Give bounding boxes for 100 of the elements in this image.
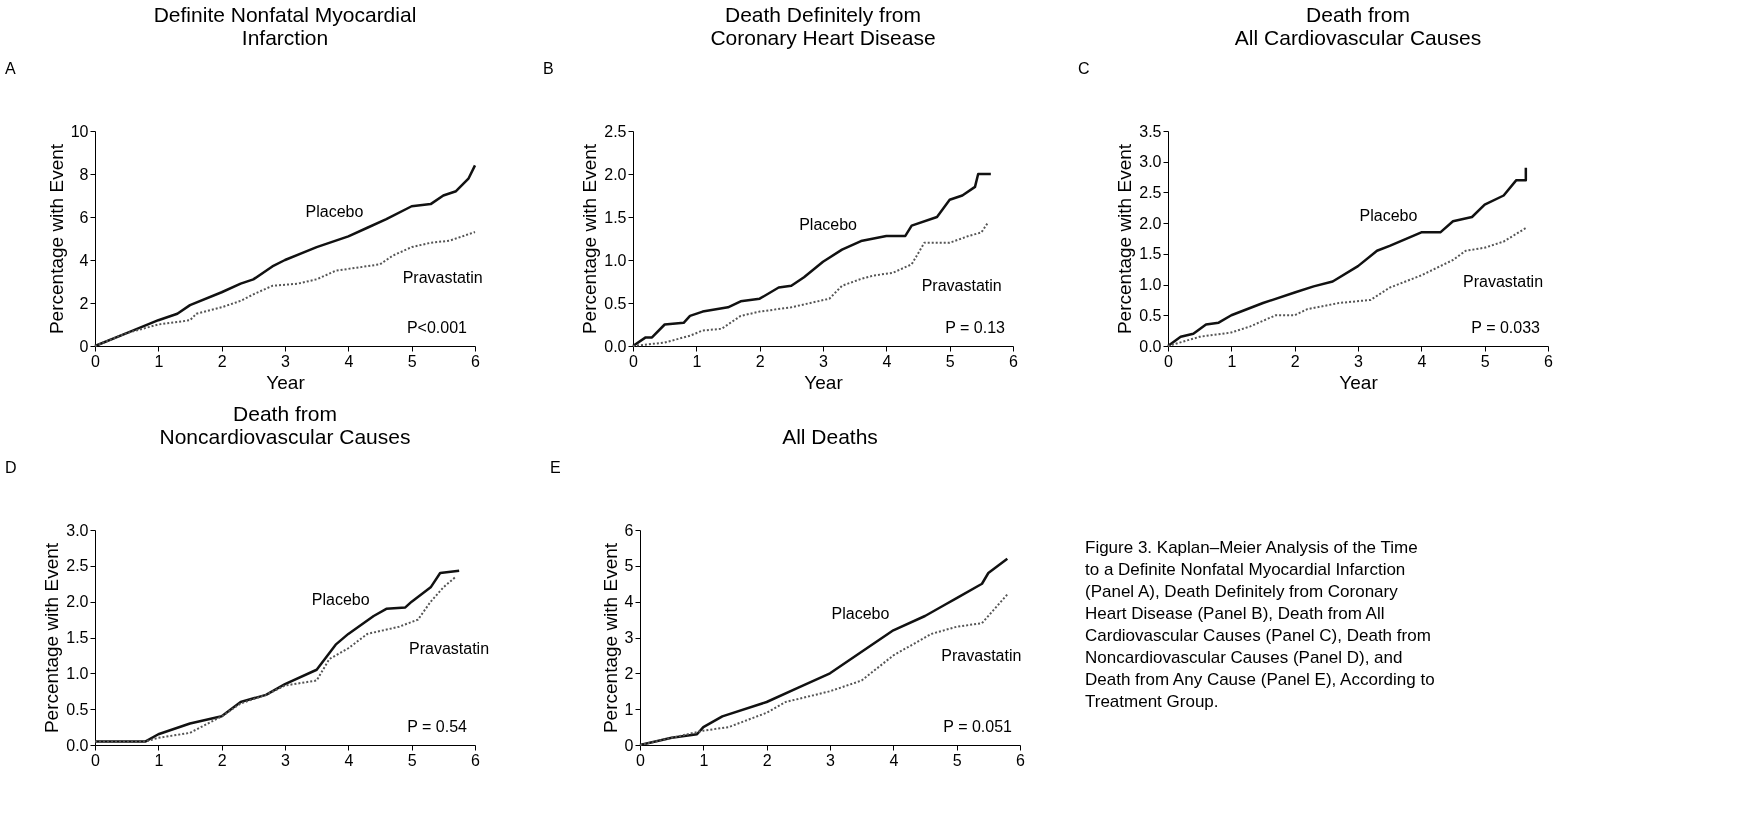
x-tick-label: 0	[636, 751, 646, 769]
series-label: Placebo	[311, 591, 370, 608]
text: B	[543, 60, 554, 77]
y-tick-label: 2	[624, 664, 634, 682]
series-label: Pravastatin	[402, 268, 483, 286]
annotation: P = 0.033	[1471, 319, 1541, 336]
series-label: Placebo	[831, 605, 890, 623]
x-tick-label: 5	[945, 352, 955, 370]
y-tick-label: 3.0	[1139, 153, 1162, 171]
y-tick-label: 0	[79, 337, 89, 355]
x-tick-label: 3	[826, 751, 836, 769]
y-axis-title: Percentage with Event	[1114, 143, 1136, 335]
y-tick-label: 4	[79, 251, 89, 269]
text: A	[5, 60, 16, 77]
x-tick-label: 4	[344, 352, 354, 370]
annotation: P = 0.13	[945, 319, 1006, 336]
y-axis-title: Percentage with Event	[41, 542, 63, 734]
text: C	[1078, 60, 1090, 77]
y-tick-label: 5	[624, 557, 634, 575]
y-axis-title: Percentage with Event	[579, 143, 601, 335]
chart-title: Death from Noncardiovascular Causes	[159, 402, 411, 448]
y-tick-label: 2.0	[604, 165, 627, 183]
y-tick-label: 3.0	[66, 521, 89, 539]
series-label: Pravastatin	[409, 639, 490, 657]
x-tick-label: 4	[882, 352, 892, 370]
series-label: Placebo	[799, 216, 858, 234]
annotation: P = 0.54	[407, 718, 468, 735]
x-tick-label: 3	[819, 352, 829, 370]
x-tick-label: 1	[154, 352, 164, 370]
x-tick-label: 3	[281, 352, 291, 370]
chart-title: All Deaths	[782, 425, 878, 448]
x-tick-label: 6	[1009, 352, 1019, 370]
x-tick-label: 1	[699, 751, 709, 769]
x-tick-label: 0	[91, 751, 101, 769]
x-tick-label: 1	[154, 751, 164, 769]
y-axis-title: Percentage with Event	[45, 143, 67, 335]
text: D	[5, 459, 17, 476]
x-tick-label: 3	[1354, 352, 1364, 370]
x-tick-label: 4	[344, 751, 354, 769]
x-tick-label: 0	[1164, 352, 1174, 370]
series-label: Placebo	[1359, 207, 1418, 225]
x-tick-label: 0	[91, 352, 101, 370]
x-tick-label: 1	[1227, 352, 1237, 370]
y-tick-label: 0.5	[66, 700, 89, 718]
y-tick-label: 2.5	[604, 122, 627, 140]
x-tick-label: 6	[471, 751, 481, 769]
chart-title: Death from All Cardiovascular Causes	[1234, 3, 1482, 49]
y-tick-label: 3	[624, 629, 634, 646]
y-tick-label: 2.0	[66, 593, 89, 611]
x-tick-label: 5	[1480, 352, 1490, 370]
y-tick-label: 2.5	[1139, 183, 1162, 201]
x-tick-label: 1	[692, 352, 702, 370]
x-tick-label: 2	[755, 352, 765, 370]
y-tick-label: 6	[79, 208, 89, 226]
y-tick-label: 10	[70, 122, 89, 140]
y-tick-label: 2.5	[66, 557, 89, 575]
y-tick-label: 1	[624, 700, 634, 718]
series-label: Pravastatin	[941, 646, 1022, 664]
x-tick-label: 5	[407, 751, 417, 769]
x-tick-label: 5	[407, 352, 417, 370]
annotation: P = 0.051	[943, 718, 1013, 735]
y-tick-label: 0	[624, 736, 634, 754]
caption: Figure 3. Kaplan–Meier Analysis of the Time to a Definite Nonfatal Myocardial Infarction (Panel A), Death Definitely from Coronary Heart Disease (Panel B), Death from All Cardiovascular Causes (Panel C), Death from Noncardiovascular Causes (Panel D), and Death from Any Cause (Panel E), According to Treatment Group.	[1085, 538, 1435, 711]
x-tick-label: 2	[217, 751, 227, 769]
y-tick-label: 3.5	[1139, 122, 1162, 140]
x-tick-label: 6	[471, 352, 481, 370]
x-tick-label: 2	[217, 352, 227, 370]
y-tick-label: 1.5	[66, 629, 89, 646]
y-tick-label: 1.0	[1139, 276, 1162, 294]
x-tick-label: 5	[952, 751, 962, 769]
y-tick-label: 6	[624, 521, 634, 539]
y-tick-label: 0.0	[1139, 337, 1162, 355]
x-tick-label: 3	[281, 751, 291, 769]
y-tick-label: 8	[79, 165, 89, 183]
y-tick-label: 1.5	[604, 208, 627, 226]
x-tick-label: 6	[1016, 751, 1026, 769]
y-tick-label: 1.0	[66, 664, 89, 682]
x-axis-title: Year	[804, 371, 844, 393]
y-tick-label: 2.0	[1139, 214, 1162, 232]
x-axis-title: Year	[266, 371, 306, 393]
y-tick-label: 0.0	[604, 337, 627, 355]
y-tick-label: 4	[624, 593, 634, 611]
y-axis-title: Percentage with Event	[599, 542, 621, 734]
x-tick-label: 4	[1417, 352, 1427, 370]
series-label: Pravastatin	[1463, 273, 1544, 290]
chart-title: Death Definitely from Coronary Heart Disease	[710, 3, 936, 49]
y-tick-label: 2	[79, 294, 89, 312]
y-tick-label: 0.5	[604, 294, 627, 312]
y-tick-label: 1.0	[604, 251, 627, 269]
y-tick-label: 0.5	[1139, 306, 1162, 324]
x-axis-title: Year	[1339, 371, 1379, 393]
series-label: Pravastatin	[921, 277, 1002, 295]
x-tick-label: 4	[889, 751, 899, 769]
series-label: Placebo	[305, 202, 364, 220]
y-tick-label: 0.0	[66, 736, 89, 754]
x-tick-label: 2	[762, 751, 772, 769]
x-tick-label: 6	[1544, 352, 1554, 370]
text: E	[550, 459, 561, 476]
y-tick-label: 1.5	[1139, 245, 1162, 263]
annotation: P<0.001	[406, 319, 468, 336]
